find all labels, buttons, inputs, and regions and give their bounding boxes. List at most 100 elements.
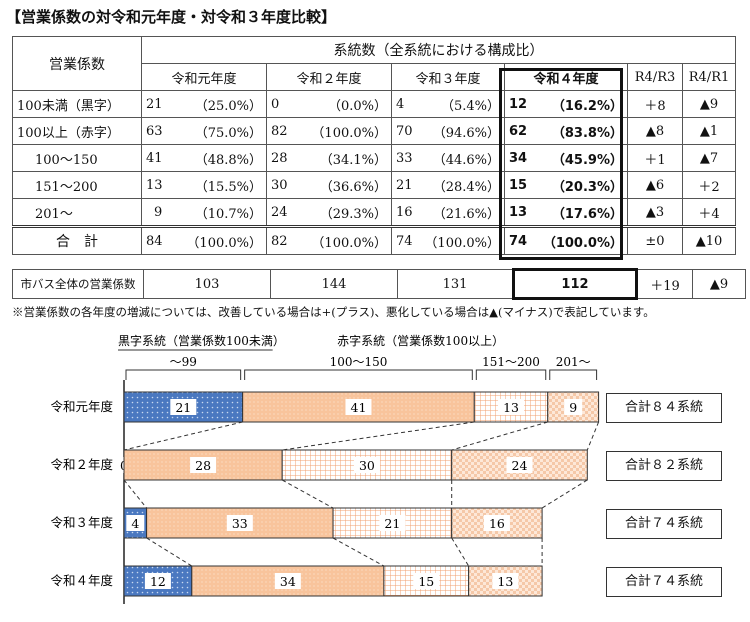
range-bracket <box>125 369 242 380</box>
connector-line <box>332 537 385 567</box>
cell-count: 9 <box>141 198 171 227</box>
cell-pct: （100.0%） <box>417 225 506 255</box>
data-label: 21 <box>384 516 400 531</box>
connector-line <box>282 421 475 451</box>
cell-count: 82 <box>266 117 296 145</box>
cell-count: 74 <box>504 225 533 255</box>
data-label-bg <box>498 399 525 415</box>
data-label-bg <box>226 515 253 531</box>
data-label-bg <box>506 457 533 473</box>
cell-pct: （100.0%） <box>295 117 393 145</box>
cell-count: 84 <box>141 225 171 255</box>
table-row: 100未満（黒字） 21 （25.0%） 0 （0.0%） 4 （5.4%） 12 （1… <box>12 90 736 118</box>
city-label: 市バス全体の営業係数 <box>12 269 144 299</box>
cell-count: 12 <box>504 90 533 118</box>
diff-header: R4/R1 <box>682 63 736 91</box>
data-label-bg <box>492 573 519 589</box>
row-label: 100未満（黒字） <box>12 90 142 118</box>
cell-diff: ＋4 <box>682 198 736 227</box>
cell-count: 4 <box>391 90 418 118</box>
cell-pct: （0.0%） <box>295 90 393 118</box>
cell-pct: （25.0%） <box>170 90 268 118</box>
cell-count: 62 <box>504 117 533 145</box>
connector-line <box>281 479 334 509</box>
data-label: 28 <box>195 458 211 473</box>
data-label: 9 <box>569 400 577 415</box>
row-label: 201～ <box>12 198 142 227</box>
data-label-bg <box>379 515 406 531</box>
series-label: ～99 <box>170 355 197 369</box>
table-row: 100以上（赤字） 63 （75.0%） 82 （100.0%） 70 （94.6%）… <box>12 117 736 145</box>
table-row: 201～ 9 （10.7%） 24 （29.3%） 16 （21.6%） 13 （17.… <box>12 198 736 227</box>
cell-pct: （21.6%） <box>417 198 506 227</box>
cell-pct: （28.4%） <box>417 171 506 199</box>
cell-count: 13 <box>504 198 533 227</box>
cell-pct: （36.6%） <box>295 171 393 199</box>
data-label-bg <box>170 399 197 415</box>
group-label-red: 赤字系統（営業係数100以上） <box>337 333 504 348</box>
cell-diff: ▲8 <box>627 117 683 145</box>
category-label: 令和元年度 <box>50 399 113 414</box>
cell-pct: （17.6%） <box>532 198 628 227</box>
connector-line <box>123 421 243 451</box>
cell-count: 13 <box>141 171 171 199</box>
data-label-bg <box>413 573 440 589</box>
footnote: ※営業係数の各年度の増減については、改善している場合は+(プラス)、悪化している… <box>12 305 655 319</box>
city-value-highlight: 112 <box>512 268 638 300</box>
cell-pct: （94.6%） <box>417 117 506 145</box>
connector-line <box>451 537 470 567</box>
cell-pct: （20.3%） <box>532 171 628 199</box>
cell-pct: （100.0%） <box>295 225 393 255</box>
year-header: 令和元年度 <box>141 63 267 91</box>
cell-pct: （29.3%） <box>295 198 393 227</box>
connector-line <box>451 421 548 451</box>
total-box: 合計８２系統 <box>606 451 722 481</box>
data-label: 21 <box>175 400 191 415</box>
data-label: 30 <box>359 458 375 473</box>
data-label: 13 <box>503 400 519 415</box>
city-value: 131 <box>397 269 514 299</box>
data-label-bg <box>144 573 171 589</box>
cell-diff: ▲9 <box>682 90 736 118</box>
cell-count: 70 <box>391 117 418 145</box>
cell-pct: （75.0%） <box>170 117 268 145</box>
cell-diff: ＋8 <box>627 90 683 118</box>
category-label: 令和４年度 <box>50 573 113 588</box>
data-label: 34 <box>280 574 296 589</box>
row-label: 100以上（赤字） <box>12 117 142 145</box>
series-label: 201～ <box>556 355 591 369</box>
cell-diff: ▲10 <box>682 225 736 255</box>
range-bracket <box>549 369 598 380</box>
data-label-bg <box>353 457 380 473</box>
cell-count: 41 <box>141 144 171 172</box>
cell-diff: ＋2 <box>682 171 736 199</box>
cell-pct: （16.2%） <box>532 90 628 118</box>
cell-count: 34 <box>504 144 533 172</box>
cell-pct: （5.4%） <box>417 90 506 118</box>
cell-count: 74 <box>391 225 418 255</box>
table-row: 151～200 13 （15.5%） 30 （36.6%） 21 （28.4%） 15… <box>12 171 736 199</box>
cell-pct: （100.0%） <box>532 225 628 255</box>
connector-line <box>146 537 193 567</box>
total-box: 合計８４系統 <box>606 393 722 423</box>
range-bracket <box>244 369 473 380</box>
connector-line <box>123 479 147 509</box>
data-label-bg <box>190 457 217 473</box>
data-label: 4 <box>131 516 139 531</box>
data-label: 12 <box>150 574 166 589</box>
cell-count: 0 <box>266 90 296 118</box>
cell-pct: （83.8%） <box>532 117 628 145</box>
cell-pct: （44.6%） <box>417 144 506 172</box>
data-label: 41 <box>351 400 367 415</box>
connector-line <box>586 421 600 451</box>
group-label-black: 黒字系統（営業係数100未満） <box>118 333 285 348</box>
cell-diff: ▲1 <box>682 117 736 145</box>
data-label-bg <box>345 399 372 415</box>
city-diff: ＋19 <box>636 269 693 299</box>
year-header: 令和３年度 <box>391 63 505 91</box>
cell-count: 63 <box>141 117 171 145</box>
row-label: 151～200 <box>12 171 142 199</box>
category-label: 令和２年度 <box>50 457 113 472</box>
cell-pct: （15.5%） <box>170 171 268 199</box>
